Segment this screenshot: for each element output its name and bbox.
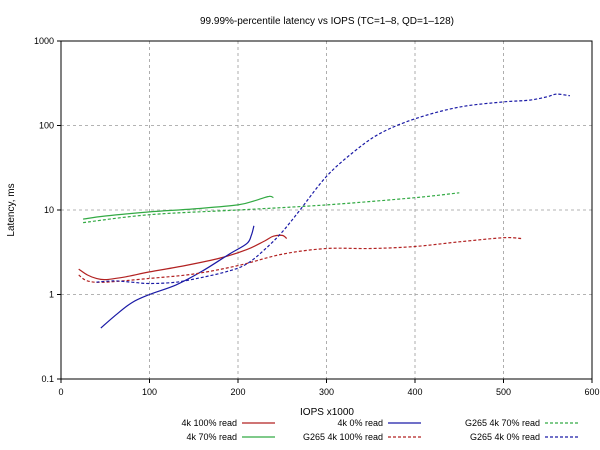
chart-title: 99.99%-percentile latency vs IOPS (TC=1–… xyxy=(200,16,454,27)
series-line-5 xyxy=(96,93,570,285)
x-axis-label: IOPS x1000 xyxy=(300,407,354,418)
x-tick-label: 500 xyxy=(496,387,511,397)
legend-label-5: G265 4k 0% read xyxy=(470,432,540,442)
y-tick-label: 0.1 xyxy=(41,374,54,384)
legend-label-4: G265 4k 70% read xyxy=(465,418,540,428)
x-tick-label: 600 xyxy=(584,387,599,397)
y-tick-label: 10 xyxy=(44,205,54,215)
y-tick-label: 1 xyxy=(49,290,54,300)
x-tick-label: 200 xyxy=(230,387,245,397)
x-tick-label: 0 xyxy=(58,387,63,397)
legend-label-1: 4k 70% read xyxy=(186,432,237,442)
series-line-3 xyxy=(78,236,522,283)
series-lines xyxy=(78,93,570,329)
y-tick-label: 1000 xyxy=(34,36,54,46)
legend-label-0: 4k 100% read xyxy=(181,418,237,428)
legend-label-3: G265 4k 100% read xyxy=(303,432,383,442)
series-line-1 xyxy=(83,195,274,220)
y-tick-label: 100 xyxy=(39,121,54,131)
legend-label-2: 4k 0% read xyxy=(337,418,383,428)
series-line-4 xyxy=(83,192,460,224)
series-line-0 xyxy=(78,234,288,281)
axis-ticks: 0 100 200 300 400 500 600 0.1 1 10 100 1000 xyxy=(34,36,600,397)
legend: 4k 100% read 4k 70% read 4k 0% read G265 4k… xyxy=(181,418,578,442)
x-tick-label: 300 xyxy=(319,387,334,397)
y-axis-label: Latency, ms xyxy=(6,183,17,236)
series-line-2 xyxy=(100,225,255,329)
x-tick-label: 400 xyxy=(407,387,422,397)
x-tick-label: 100 xyxy=(142,387,157,397)
